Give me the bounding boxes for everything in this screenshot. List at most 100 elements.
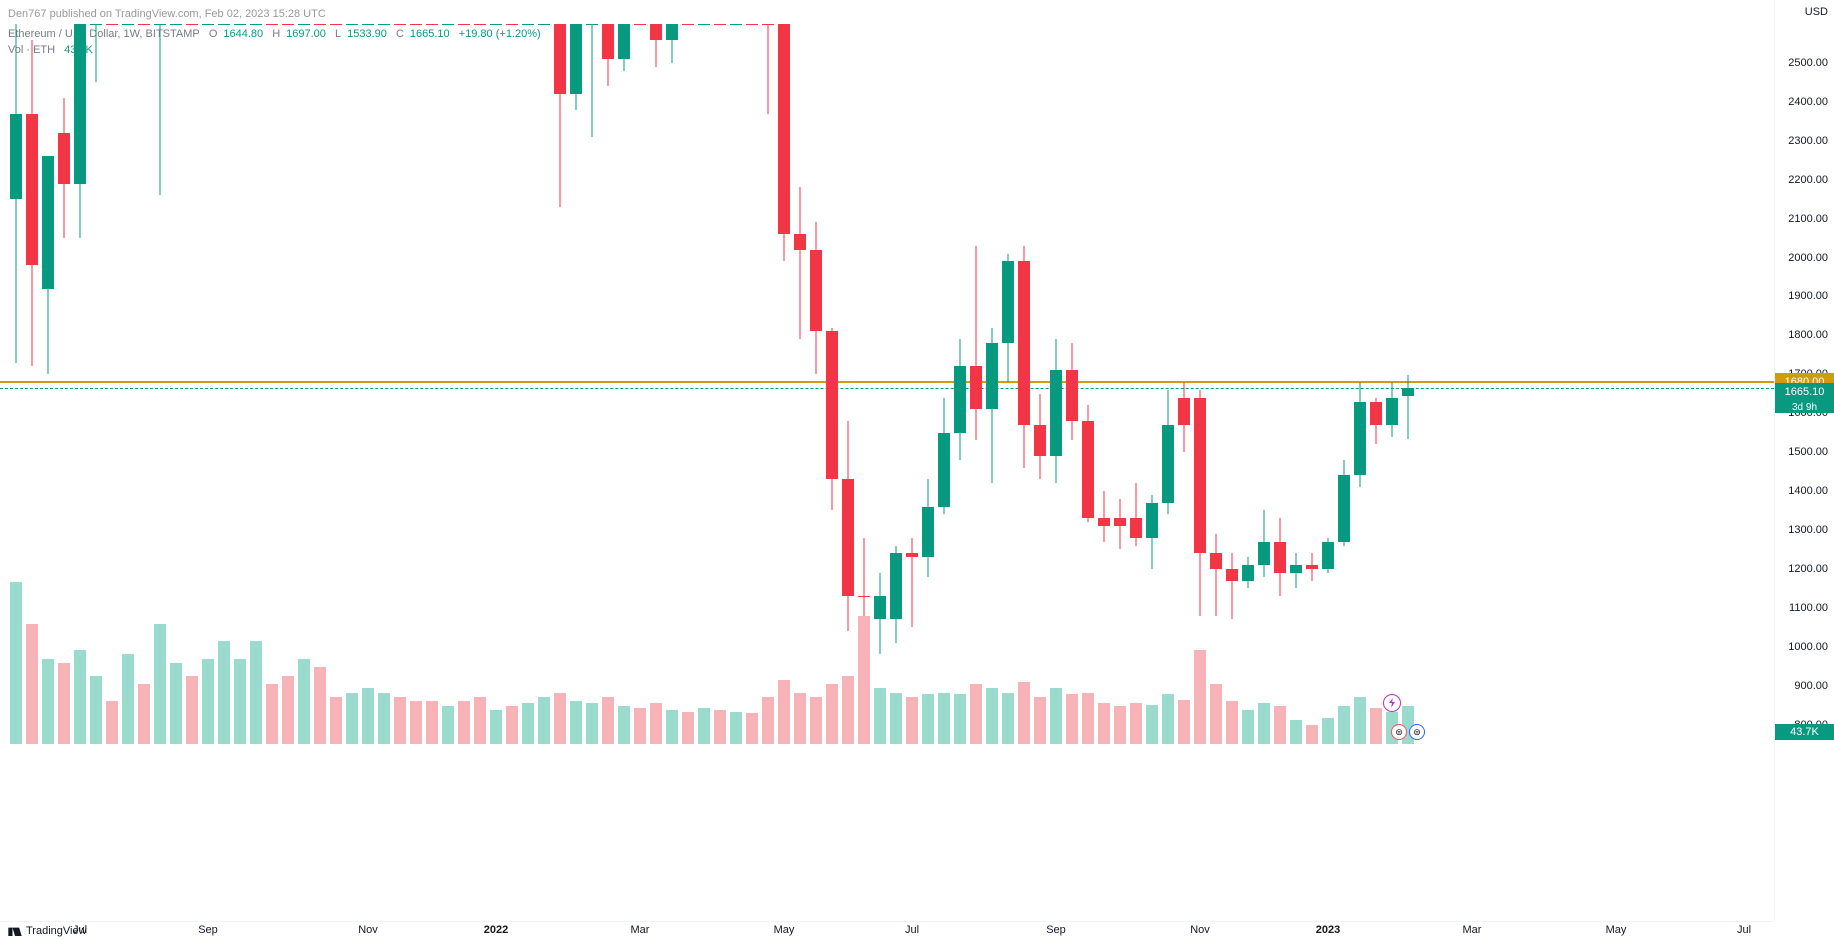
candle[interactable] xyxy=(602,24,614,86)
candle[interactable] xyxy=(842,421,854,631)
volume-bar[interactable] xyxy=(314,667,326,744)
candle[interactable] xyxy=(778,24,790,261)
candle[interactable] xyxy=(1050,339,1062,483)
volume-bar[interactable] xyxy=(458,701,470,744)
volume-bar[interactable] xyxy=(474,697,486,744)
candle[interactable] xyxy=(106,24,118,25)
candle[interactable] xyxy=(346,24,358,25)
volume-bar[interactable] xyxy=(1226,701,1238,744)
candle[interactable] xyxy=(1002,254,1014,382)
candle[interactable] xyxy=(970,246,982,441)
volume-bar[interactable] xyxy=(1114,706,1126,744)
volume-bar[interactable] xyxy=(554,693,566,744)
volume-bar[interactable] xyxy=(1018,682,1030,744)
candle[interactable] xyxy=(1210,534,1222,616)
candle[interactable] xyxy=(1114,499,1126,550)
volume-bar[interactable] xyxy=(522,703,534,744)
candle[interactable] xyxy=(250,24,262,25)
volume-bar[interactable] xyxy=(1274,706,1286,744)
volume-bar[interactable] xyxy=(810,697,822,744)
volume-bar[interactable] xyxy=(106,701,118,744)
volume-bar[interactable] xyxy=(1370,708,1382,744)
volume-bar[interactable] xyxy=(42,659,54,744)
candle[interactable] xyxy=(90,24,102,82)
candle[interactable] xyxy=(794,187,806,339)
volume-bar[interactable] xyxy=(970,684,982,744)
candle[interactable] xyxy=(586,24,598,137)
candle[interactable] xyxy=(650,24,662,67)
volume-bar[interactable] xyxy=(10,582,22,744)
candle[interactable] xyxy=(378,24,390,25)
candle[interactable] xyxy=(1322,538,1334,573)
candle[interactable] xyxy=(474,24,486,25)
volume-bar[interactable] xyxy=(426,701,438,744)
candle[interactable] xyxy=(1066,343,1078,440)
candle[interactable] xyxy=(10,24,22,363)
volume-bar[interactable] xyxy=(682,712,694,744)
candle[interactable] xyxy=(42,156,54,374)
candle[interactable] xyxy=(1082,405,1094,522)
volume-bar[interactable] xyxy=(1322,718,1334,744)
candle[interactable] xyxy=(282,24,294,25)
candle[interactable] xyxy=(682,24,694,25)
candle[interactable] xyxy=(26,40,38,367)
candle[interactable] xyxy=(154,24,166,195)
candle[interactable] xyxy=(538,24,550,25)
volume-bar[interactable] xyxy=(1306,725,1318,744)
volume-bar[interactable] xyxy=(650,703,662,744)
volume-bar[interactable] xyxy=(282,676,294,744)
candle[interactable] xyxy=(874,573,886,655)
chart-area[interactable]: ⊜⊜ xyxy=(0,0,1774,921)
volume-bar[interactable] xyxy=(250,641,262,744)
volume-bar[interactable] xyxy=(1354,697,1366,744)
volume-bar[interactable] xyxy=(90,676,102,744)
volume-bar[interactable] xyxy=(1178,700,1190,744)
candle[interactable] xyxy=(1242,557,1254,588)
candle[interactable] xyxy=(74,24,86,238)
candle[interactable] xyxy=(1226,553,1238,619)
candle[interactable] xyxy=(1178,382,1190,452)
volume-bar[interactable] xyxy=(666,710,678,744)
volume-bar[interactable] xyxy=(1066,694,1078,744)
volume-bar[interactable] xyxy=(634,708,646,744)
volume-bar[interactable] xyxy=(586,703,598,744)
candle[interactable] xyxy=(202,24,214,25)
candle[interactable] xyxy=(1258,510,1270,576)
candle[interactable] xyxy=(1290,553,1302,588)
candle[interactable] xyxy=(506,24,518,25)
candle[interactable] xyxy=(1402,375,1414,438)
volume-bar[interactable] xyxy=(1338,706,1350,744)
volume-bar[interactable] xyxy=(490,710,502,744)
candle[interactable] xyxy=(410,24,422,25)
tradingview-logo[interactable]: TradingView xyxy=(8,925,87,937)
volume-bar[interactable] xyxy=(1290,720,1302,744)
candle[interactable] xyxy=(810,222,822,374)
volume-bar[interactable] xyxy=(938,693,950,744)
volume-bar[interactable] xyxy=(890,693,902,744)
volume-bar[interactable] xyxy=(1034,697,1046,744)
candle[interactable] xyxy=(1386,382,1398,436)
volume-bar[interactable] xyxy=(698,708,710,744)
volume-bar[interactable] xyxy=(234,659,246,744)
candle[interactable] xyxy=(58,98,70,238)
volume-bar[interactable] xyxy=(346,693,358,744)
candle[interactable] xyxy=(954,339,966,460)
volume-bar[interactable] xyxy=(1146,705,1158,744)
volume-bar[interactable] xyxy=(58,663,70,744)
volume-bar[interactable] xyxy=(1082,693,1094,744)
volume-bar[interactable] xyxy=(394,697,406,744)
volume-bar[interactable] xyxy=(874,688,886,744)
candle[interactable] xyxy=(394,24,406,25)
split-event-icon[interactable] xyxy=(1383,694,1401,712)
volume-bar[interactable] xyxy=(538,697,550,744)
candle[interactable] xyxy=(906,538,918,628)
candle[interactable] xyxy=(234,24,246,25)
volume-bar[interactable] xyxy=(1002,693,1014,744)
candle[interactable] xyxy=(1146,495,1158,569)
candle[interactable] xyxy=(1370,398,1382,445)
candle[interactable] xyxy=(490,24,502,25)
volume-bar[interactable] xyxy=(1050,688,1062,744)
volume-bar[interactable] xyxy=(858,616,870,744)
candle[interactable] xyxy=(522,24,534,25)
candle[interactable] xyxy=(730,24,742,25)
